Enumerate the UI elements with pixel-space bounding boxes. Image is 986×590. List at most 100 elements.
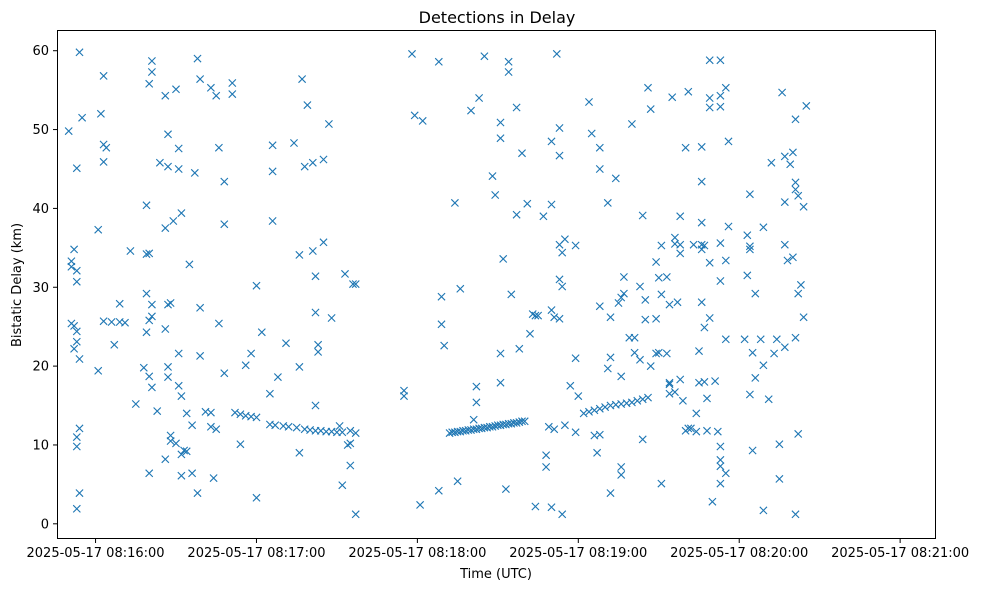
x-marker <box>619 289 628 298</box>
x-marker <box>676 240 685 249</box>
x-marker <box>617 463 626 471</box>
x-marker <box>180 446 189 455</box>
x-marker <box>164 362 172 371</box>
x-marker <box>172 439 180 448</box>
x-marker <box>209 474 218 483</box>
x-marker <box>472 382 481 391</box>
x-marker <box>518 417 526 426</box>
x-marker <box>257 328 266 337</box>
x-marker <box>515 344 524 353</box>
x-marker <box>759 361 768 370</box>
x-marker <box>558 510 567 519</box>
x-marker <box>252 413 261 422</box>
x-marker <box>606 489 615 498</box>
x-marker <box>75 489 84 498</box>
x-marker <box>220 220 229 229</box>
x-marker <box>638 395 647 404</box>
x-marker <box>480 52 489 61</box>
x-marker <box>534 311 543 320</box>
x-marker <box>759 223 768 232</box>
x-marker <box>410 111 419 120</box>
x-marker <box>681 143 690 152</box>
x-marker <box>791 510 800 519</box>
x-marker <box>437 320 446 329</box>
x-marker <box>791 333 800 342</box>
x-marker <box>212 91 221 100</box>
x-marker <box>311 401 320 410</box>
x-marker <box>75 355 84 363</box>
x-marker <box>700 377 709 386</box>
x-marker <box>630 333 639 342</box>
x-marker <box>142 201 151 210</box>
x-marker <box>346 439 355 448</box>
x-marker <box>196 351 205 360</box>
y-tick-label: 10 <box>32 438 49 453</box>
x-marker <box>161 455 170 464</box>
x-marker <box>703 426 711 435</box>
x-marker <box>665 380 674 389</box>
x-marker <box>676 375 685 384</box>
x-marker <box>174 165 183 173</box>
x-marker <box>743 231 752 240</box>
x-marker <box>314 340 323 349</box>
x-marker <box>400 392 408 401</box>
x-marker <box>657 290 666 299</box>
x-marker <box>268 167 277 176</box>
x-marker <box>662 273 671 281</box>
x-marker <box>606 353 615 362</box>
x-marker <box>346 426 355 435</box>
x-marker <box>72 164 81 173</box>
x-marker <box>488 172 497 181</box>
x-marker <box>107 318 116 326</box>
x-marker <box>284 422 293 431</box>
x-marker <box>351 280 360 289</box>
x-marker <box>206 83 215 92</box>
x-marker <box>676 249 685 258</box>
x-marker <box>697 177 706 186</box>
x-marker <box>206 422 215 431</box>
x-marker <box>145 249 154 258</box>
x-marker <box>670 233 679 242</box>
x-marker <box>164 162 172 171</box>
x-marker <box>185 260 194 269</box>
x-marker <box>72 337 81 346</box>
x-marker <box>745 245 754 254</box>
x-marker <box>268 141 277 150</box>
x-marker <box>174 144 183 153</box>
x-marker <box>786 160 795 169</box>
x-marker <box>697 298 706 307</box>
x-marker <box>603 198 612 207</box>
x-marker <box>496 134 505 143</box>
x-marker <box>652 314 661 323</box>
x-marker <box>523 199 532 208</box>
x-marker <box>512 418 521 427</box>
x-marker <box>662 349 671 358</box>
x-marker <box>665 389 674 398</box>
x-marker <box>501 485 510 494</box>
x-marker <box>196 75 205 84</box>
x-marker <box>72 266 81 275</box>
x-marker <box>716 239 725 248</box>
x-marker <box>142 328 151 337</box>
x-marker <box>319 155 328 164</box>
x-marker <box>695 347 703 356</box>
x-marker <box>654 348 663 357</box>
x-marker <box>716 442 725 451</box>
x-marker <box>518 149 526 158</box>
x-marker <box>652 349 661 358</box>
x-marker <box>145 79 154 88</box>
x-marker <box>472 398 481 407</box>
x-marker <box>139 363 148 372</box>
x-marker <box>292 423 301 432</box>
x-marker <box>721 256 730 265</box>
x-marker <box>488 422 497 431</box>
x-marker <box>601 403 610 412</box>
x-marker <box>571 428 580 437</box>
x-marker <box>770 349 779 358</box>
x-marker <box>147 383 156 392</box>
x-marker <box>169 217 178 225</box>
x-marker <box>338 428 347 437</box>
x-marker <box>64 127 73 136</box>
x-marker <box>311 272 320 281</box>
x-marker <box>555 314 564 323</box>
